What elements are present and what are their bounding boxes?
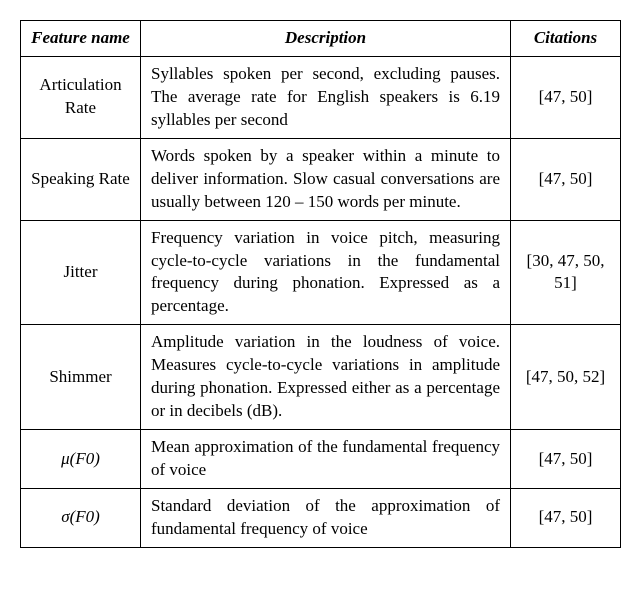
- table-row: Jitter Frequency variation in voice pitc…: [21, 220, 621, 325]
- table-row: Articulation Rate Syllables spoken per s…: [21, 56, 621, 138]
- feature-name: Jitter: [21, 220, 141, 325]
- col-header-citations: Citations: [511, 21, 621, 57]
- col-header-feature: Feature name: [21, 21, 141, 57]
- feature-name: Speaking Rate: [21, 138, 141, 220]
- feature-name: σ(F0): [21, 488, 141, 547]
- feature-citations: [47, 50]: [511, 138, 621, 220]
- features-table: Feature name Description Citations Artic…: [20, 20, 621, 548]
- feature-description: Frequency variation in voice pitch, meas…: [141, 220, 511, 325]
- feature-description: Words spoken by a speaker within a minut…: [141, 138, 511, 220]
- col-header-description: Description: [141, 21, 511, 57]
- feature-name: Articulation Rate: [21, 56, 141, 138]
- table-header-row: Feature name Description Citations: [21, 21, 621, 57]
- feature-name: μ(F0): [21, 430, 141, 489]
- feature-description: Amplitude variation in the loudness of v…: [141, 325, 511, 430]
- feature-citations: [47, 50, 52]: [511, 325, 621, 430]
- feature-description: Standard deviation of the approximation …: [141, 488, 511, 547]
- feature-citations: [47, 50]: [511, 488, 621, 547]
- feature-name: Shimmer: [21, 325, 141, 430]
- table-row: Shimmer Amplitude variation in the loudn…: [21, 325, 621, 430]
- feature-description: Mean approximation of the fundamental fr…: [141, 430, 511, 489]
- feature-citations: [47, 50]: [511, 56, 621, 138]
- feature-citations: [30, 47, 50, 51]: [511, 220, 621, 325]
- feature-description: Syllables spoken per second, excluding p…: [141, 56, 511, 138]
- table-row: σ(F0) Standard deviation of the approxim…: [21, 488, 621, 547]
- table-row: μ(F0) Mean approximation of the fundamen…: [21, 430, 621, 489]
- table-row: Speaking Rate Words spoken by a speaker …: [21, 138, 621, 220]
- feature-citations: [47, 50]: [511, 430, 621, 489]
